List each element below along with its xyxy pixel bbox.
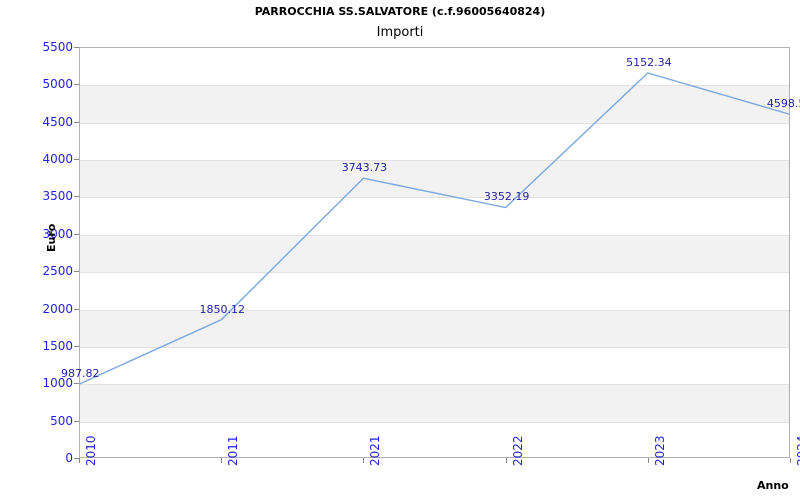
y-axis-tick-mark <box>74 383 79 385</box>
y-axis-tick-mark <box>74 345 79 347</box>
band-stripe <box>80 309 789 347</box>
y-axis-tick-mark <box>74 196 79 198</box>
band-stripe <box>80 234 789 273</box>
band-stripe <box>80 384 789 422</box>
y-axis-tick-label: 2500 <box>42 264 73 279</box>
x-axis-tick-label: 2010 <box>84 435 98 466</box>
y-axis-tick-label: 4000 <box>42 152 73 167</box>
gridline <box>80 160 789 162</box>
y-axis-tick-mark <box>74 308 79 310</box>
y-axis-tick-label: 5000 <box>42 77 73 92</box>
gridline <box>80 272 789 274</box>
band-stripe <box>80 160 789 198</box>
gridline <box>80 234 789 236</box>
y-axis-tick-mark <box>74 458 79 459</box>
x-axis-tick-label: 2022 <box>510 435 525 466</box>
gridline <box>80 122 789 124</box>
y-axis-tick-mark <box>74 84 79 86</box>
y-axis-tick-label: 5500 <box>42 40 73 54</box>
chart-title: PARROCCHIA SS.SALVATORE (c.f.96005640824… <box>254 5 546 18</box>
y-axis-tick-label: 1000 <box>42 376 73 391</box>
y-axis-tick-mark <box>74 159 79 161</box>
band-stripe <box>80 85 789 123</box>
y-axis-tick-label: 1500 <box>42 338 73 353</box>
y-axis-tick-label: 0 <box>65 451 73 465</box>
data-point-label: 3743.73 <box>341 161 388 175</box>
x-axis-tick-label: 2021 <box>368 435 383 466</box>
y-axis-tick-label: 4500 <box>42 114 73 129</box>
plot-area <box>79 47 790 458</box>
gridline <box>80 421 789 423</box>
x-axis-tick-label: 2011 <box>226 435 241 466</box>
x-axis-tick-label: 2024 <box>795 435 800 466</box>
y-axis-tick-label: 3500 <box>42 189 73 204</box>
y-axis-tick-mark <box>74 271 79 273</box>
x-axis-title: Anno <box>757 479 789 492</box>
data-point-label: 4598.5 <box>766 97 800 111</box>
data-point-label: 3352.19 <box>483 190 530 204</box>
y-axis-tick-label: 3000 <box>42 226 73 241</box>
data-point-label: 1850.12 <box>199 302 246 316</box>
chart-subtitle: Importi <box>376 25 424 40</box>
y-axis-tick-mark <box>74 47 79 48</box>
x-axis-tick-mark <box>505 458 507 463</box>
x-axis-tick-mark <box>363 458 365 463</box>
y-axis-title: Euro <box>45 223 58 252</box>
x-axis-tick-mark <box>79 458 80 463</box>
gridline <box>80 346 789 348</box>
x-axis-tick-mark <box>221 458 223 463</box>
y-axis-tick-label: 500 <box>50 413 73 428</box>
data-point-label: 987.82 <box>61 367 100 381</box>
x-axis-tick-mark <box>790 458 791 463</box>
y-axis-tick-label: 2000 <box>42 301 73 316</box>
y-axis-tick-mark <box>74 121 79 123</box>
y-axis-tick-mark <box>74 420 79 422</box>
x-axis-tick-mark <box>647 458 649 463</box>
data-point-label: 5152.34 <box>626 55 672 69</box>
x-axis-tick-label: 2023 <box>652 435 667 466</box>
gridline <box>80 309 789 311</box>
y-axis-tick-mark <box>74 233 79 235</box>
gridline <box>80 384 789 386</box>
gridline <box>80 85 789 87</box>
gridline <box>80 197 789 199</box>
